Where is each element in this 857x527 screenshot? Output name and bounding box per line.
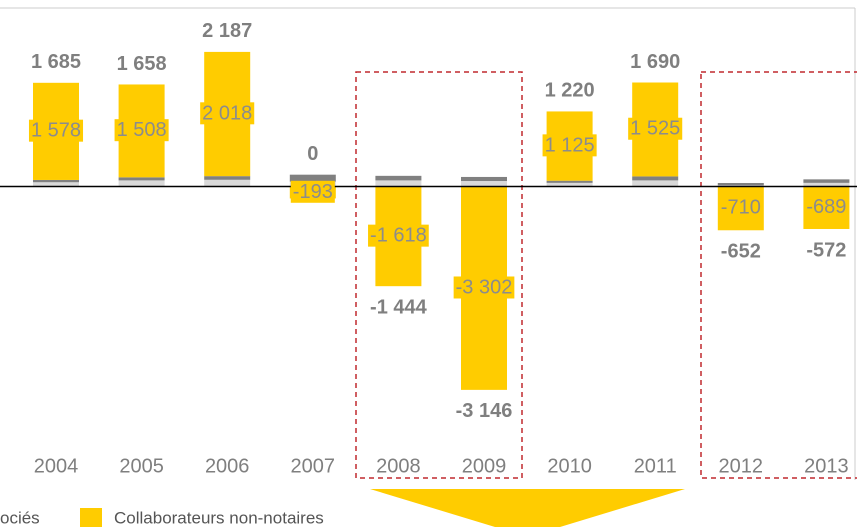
total-label: -652 <box>721 241 761 263</box>
value-label: -689 <box>806 196 846 218</box>
value-label-bg <box>368 224 429 247</box>
bar-segment <box>717 182 764 186</box>
value-label-bg <box>453 276 515 299</box>
highlight-box <box>700 71 857 479</box>
bar-segment <box>461 181 507 187</box>
bar-segment <box>33 179 79 183</box>
value-label-bg <box>290 180 335 203</box>
bar-segment <box>546 180 593 183</box>
bar-segment <box>461 176 507 182</box>
total-label: 1 690 <box>630 51 680 73</box>
bar-segment <box>289 174 336 182</box>
value-label: 2 018 <box>202 102 252 124</box>
value-label: -1 618 <box>370 225 427 247</box>
x-tick-label: 2009 <box>462 455 507 477</box>
highlight-box <box>355 71 523 479</box>
bar-segment <box>803 182 850 187</box>
x-tick-label: 2011 <box>634 455 677 477</box>
value-label-bg <box>114 119 169 142</box>
value-label-bg <box>542 134 597 157</box>
total-label: 1 685 <box>31 51 81 73</box>
x-tick-label: 2010 <box>547 455 592 477</box>
legend-swatch <box>80 508 102 527</box>
total-label: 0 <box>307 143 318 165</box>
x-tick-label: 2005 <box>119 455 164 477</box>
x-tick-label: 2012 <box>719 455 764 477</box>
value-label: -3 302 <box>456 276 513 298</box>
bar-segment <box>632 176 679 181</box>
value-label-bg <box>804 196 849 219</box>
bar-segment <box>204 176 251 180</box>
value-label-bg <box>718 196 763 219</box>
bar-segment <box>375 180 422 187</box>
value-label: 1 578 <box>31 120 81 142</box>
legend-label: ociés <box>0 508 40 527</box>
value-label: 1 508 <box>117 119 167 141</box>
value-label-bg <box>628 117 683 140</box>
legend-label: Collaborateurs non-notaires <box>114 508 324 527</box>
x-tick-label: 2008 <box>376 455 421 477</box>
total-label: 2 187 <box>202 20 252 42</box>
bar-segment <box>33 182 79 187</box>
total-label: -572 <box>806 239 846 261</box>
x-tick-label: 2004 <box>34 455 79 477</box>
total-label: 1 658 <box>117 53 167 75</box>
x-tick-label: 2006 <box>205 455 250 477</box>
total-label: 1 220 <box>545 80 595 102</box>
value-label: 1 125 <box>545 134 595 156</box>
bar-segment <box>803 179 850 183</box>
bar-segment <box>546 182 593 187</box>
x-tick-label: 2013 <box>804 455 849 477</box>
bar-segment <box>632 180 679 187</box>
total-label: -3 146 <box>456 400 513 422</box>
value-label: -193 <box>293 181 333 203</box>
value-label-bg <box>28 119 84 142</box>
bar-segment <box>118 180 165 187</box>
bar-segment <box>375 175 422 181</box>
bar-segment <box>118 177 165 181</box>
x-tick-label: 2007 <box>291 455 336 477</box>
arrow <box>370 489 685 527</box>
value-label: 1 525 <box>630 118 680 140</box>
value-label-bg <box>200 102 255 125</box>
total-label: -1 444 <box>370 296 428 318</box>
value-label: -710 <box>721 197 761 219</box>
bar-segment <box>204 179 251 187</box>
